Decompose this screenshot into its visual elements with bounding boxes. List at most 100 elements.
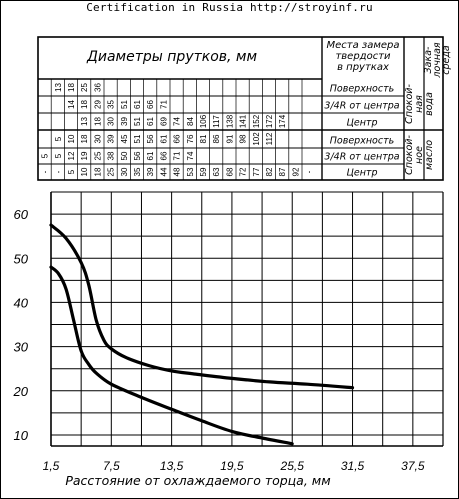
table-cell: 48 xyxy=(173,167,182,176)
table-cell: 61 xyxy=(133,100,142,109)
table-cell: 10 xyxy=(80,167,89,176)
y-tick-label: 40 xyxy=(14,295,29,310)
measure-header: Места замера xyxy=(326,40,399,51)
series-line-2 xyxy=(49,265,294,446)
table-cell: 18 xyxy=(93,167,102,176)
media-header: лочная xyxy=(432,42,443,79)
table-cell: 35 xyxy=(133,167,142,176)
table-cell: 74 xyxy=(173,117,182,126)
media-header: среда xyxy=(441,45,452,75)
table-cell: 12 xyxy=(67,151,76,160)
table-title: Диаметры прутков, мм xyxy=(86,49,258,65)
table-cell: 25 xyxy=(80,83,89,92)
table-cell: 35 xyxy=(107,100,116,109)
table-cell: - xyxy=(305,170,314,173)
table-cell: 30 xyxy=(120,167,129,176)
table-cell: 30 xyxy=(93,134,102,143)
table-cell: 36 xyxy=(93,83,102,92)
medium-label: Спокой- xyxy=(404,135,415,175)
x-tick-label: 1,5 xyxy=(43,459,60,473)
x-tick-label: 37,5 xyxy=(401,459,425,473)
row-label: 3/4R от центра xyxy=(324,101,399,112)
table-cell: 112 xyxy=(265,132,274,145)
table-cell: 44 xyxy=(159,167,168,176)
table-cell: 72 xyxy=(239,167,248,176)
table-cell: 18 xyxy=(67,83,76,92)
table-cell: 172 xyxy=(265,114,274,128)
table-cell: 76 xyxy=(186,134,195,143)
table-cell: 5 xyxy=(54,153,63,158)
table-cell: 19 xyxy=(80,151,89,160)
table-cell: 25 xyxy=(107,167,116,176)
table-cell: 56 xyxy=(133,151,142,160)
table-cell: 117 xyxy=(212,115,221,128)
table-cell: 77 xyxy=(252,167,261,176)
table-cell: 66 xyxy=(159,151,168,160)
y-tick-label: 30 xyxy=(14,340,29,355)
medium-label: ная xyxy=(414,95,425,113)
table-cell: 18 xyxy=(80,100,89,109)
row-label: Центр xyxy=(347,118,378,129)
table-cell: 39 xyxy=(146,167,155,176)
table-cell: 82 xyxy=(265,167,274,176)
table-cell: 87 xyxy=(278,167,287,176)
y-tick-label: 10 xyxy=(14,428,29,443)
x-tick-label: 7,5 xyxy=(103,459,120,473)
medium-label: вода xyxy=(424,92,435,116)
y-tick-label: 50 xyxy=(14,251,29,266)
row-label: 3/4R от центра xyxy=(324,152,399,163)
table-cell: - xyxy=(54,170,63,173)
table-cell: 98 xyxy=(239,134,248,143)
table-cell: 30 xyxy=(107,117,116,126)
table-cell: 152 xyxy=(252,114,261,128)
series-line-1 xyxy=(49,223,355,390)
medium-label: масло xyxy=(424,140,435,170)
table-cell: 14 xyxy=(67,100,76,109)
table-cell: 138 xyxy=(225,114,234,128)
table-cell: 92 xyxy=(291,167,300,176)
table-cell: 68 xyxy=(225,167,234,176)
x-tick-label: 19,5 xyxy=(220,459,244,473)
table-cell: 5 xyxy=(54,136,63,141)
table-cell: 51 xyxy=(120,100,129,109)
table-cell: 91 xyxy=(225,134,234,143)
table-cell: 39 xyxy=(120,117,129,126)
table-cell: 61 xyxy=(146,117,155,126)
table-cell: 51 xyxy=(133,117,142,126)
row-label: Центр xyxy=(347,168,378,179)
table-cell: 5 xyxy=(41,153,50,158)
table-cell: 102 xyxy=(252,132,261,146)
table-cell: 10 xyxy=(67,134,76,143)
x-tick-label: 25,5 xyxy=(280,459,305,473)
table-cell: 66 xyxy=(173,134,182,143)
table-cell: - xyxy=(41,170,50,173)
table-cell: 74 xyxy=(186,151,195,160)
y-tick-label: 60 xyxy=(14,207,29,222)
table-cell: 45 xyxy=(120,134,129,143)
table-cell: 69 xyxy=(159,117,168,126)
table-cell: 13 xyxy=(54,83,63,92)
table-cell: 25 xyxy=(93,151,102,160)
measure-header: в прутках xyxy=(337,62,389,73)
table-cell: 174 xyxy=(278,114,287,128)
table-cell: 63 xyxy=(212,167,221,176)
table-cell: 71 xyxy=(159,100,168,109)
site-banner: Certification in Russia http://stroyinf.… xyxy=(86,1,373,14)
media-header: Зака- xyxy=(423,46,434,73)
table-cell: 50 xyxy=(120,151,129,160)
table-cell: 53 xyxy=(186,167,195,176)
chart-axes: 10 20 30 40 50 60 1,5 7,5 13,5 19,5 25,5 31,5 37,5 xyxy=(13,192,443,473)
table-cell: 141 xyxy=(239,114,248,128)
chart-grid xyxy=(50,191,444,446)
table-cell: 61 xyxy=(159,134,168,143)
table-cell: 51 xyxy=(133,134,142,143)
measure-header: твердости xyxy=(335,51,391,62)
table-cell: 86 xyxy=(212,134,221,143)
table-cell: 38 xyxy=(107,151,116,160)
table-cell: 5 xyxy=(67,169,76,174)
row-label: Поверхность xyxy=(330,84,394,95)
y-tick-label: 20 xyxy=(13,384,29,399)
table-cell: 81 xyxy=(199,134,208,143)
table-cell: 18 xyxy=(93,117,102,126)
